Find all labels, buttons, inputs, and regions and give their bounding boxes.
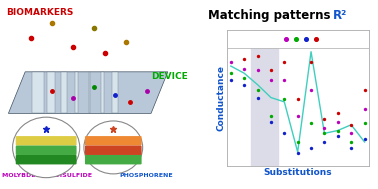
Point [294,140,301,143]
Point [241,83,247,86]
Point [348,140,354,143]
Point [321,140,327,143]
Point [281,132,287,135]
Point [348,132,354,135]
Point [308,122,314,125]
Point [254,69,260,72]
Point [254,96,260,99]
Polygon shape [112,72,118,113]
FancyBboxPatch shape [16,136,77,146]
Point [241,67,247,70]
Point [234,38,240,41]
FancyBboxPatch shape [85,155,142,164]
Circle shape [84,121,143,174]
Point [268,115,274,118]
Polygon shape [101,72,104,113]
Polygon shape [61,72,67,113]
X-axis label: Substitutions: Substitutions [263,168,332,177]
Text: Reference: Reference [330,36,365,42]
Text: PHOSPHORENE: PHOSPHORENE [119,173,173,178]
Text: BIOMARKERS: BIOMARKERS [6,8,74,17]
Text: DEVICE: DEVICE [151,72,188,81]
Point [321,126,327,129]
Point [281,79,287,82]
Point [235,38,241,41]
Point [254,89,260,92]
Point [241,76,247,79]
Point [308,146,314,149]
Point [308,89,314,92]
Point [233,38,239,41]
Polygon shape [75,72,78,113]
FancyBboxPatch shape [16,146,77,155]
Point [294,152,301,155]
Point [361,108,367,111]
Point [335,120,341,123]
Point [236,38,242,41]
Point [361,122,367,125]
Point [294,98,301,101]
Polygon shape [8,72,168,113]
Point [241,57,247,60]
Point [294,115,301,118]
Point [228,72,234,75]
Polygon shape [46,72,56,113]
Point [228,60,234,63]
Point [268,79,274,82]
Point [361,89,367,92]
Y-axis label: Conductance: Conductance [217,65,225,131]
Point [335,112,341,115]
Polygon shape [32,72,44,113]
Point [321,132,327,135]
Point [335,135,341,138]
Point [348,123,354,126]
Point [308,60,314,63]
Point [228,40,234,43]
Circle shape [12,117,80,178]
Point [268,120,274,123]
FancyBboxPatch shape [85,146,142,155]
Text: MOLYBDENUM DISULFIDE: MOLYBDENUM DISULFIDE [2,173,92,178]
Point [361,138,367,141]
Text: R²: R² [333,9,347,22]
Point [254,54,260,57]
Text: Test: Test [248,36,262,42]
Point [335,129,341,132]
Point [321,118,327,121]
Bar [251,30,277,166]
Point [348,146,354,149]
FancyBboxPatch shape [85,136,142,146]
Point [281,60,287,63]
FancyBboxPatch shape [16,155,77,164]
Text: Matching patterns: Matching patterns [208,9,331,22]
Point [281,98,287,101]
FancyBboxPatch shape [227,30,369,48]
Point [228,79,234,82]
Point [268,69,274,72]
